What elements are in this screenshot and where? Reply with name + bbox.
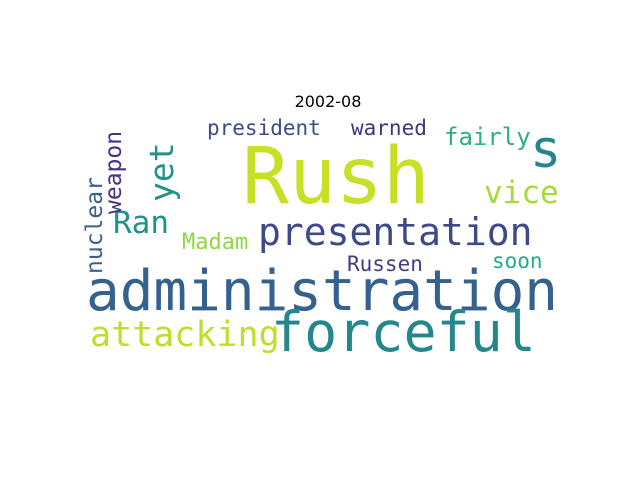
word-attacking: attacking — [90, 315, 280, 355]
word-yet: yet — [142, 142, 181, 202]
word-s: s — [530, 120, 562, 180]
word-cloud: Rush administration forceful presentatio… — [80, 116, 570, 366]
word-rush: Rush — [242, 132, 430, 222]
word-madam: Madam — [182, 230, 249, 255]
word-fairly: fairly — [444, 123, 531, 151]
word-nuclear: nuclear — [82, 177, 108, 274]
figure-title: 2002-08 — [294, 92, 362, 111]
word-presentation: presentation — [258, 210, 533, 254]
word-warned: warned — [351, 116, 427, 140]
word-president: president — [207, 116, 321, 140]
word-russen: Russen — [347, 252, 423, 276]
word-soon: soon — [492, 249, 543, 273]
word-forceful: forceful — [271, 300, 536, 364]
word-ran: Ran — [113, 205, 169, 241]
word-administration: administration — [86, 259, 559, 324]
word-vice: vice — [484, 175, 559, 211]
